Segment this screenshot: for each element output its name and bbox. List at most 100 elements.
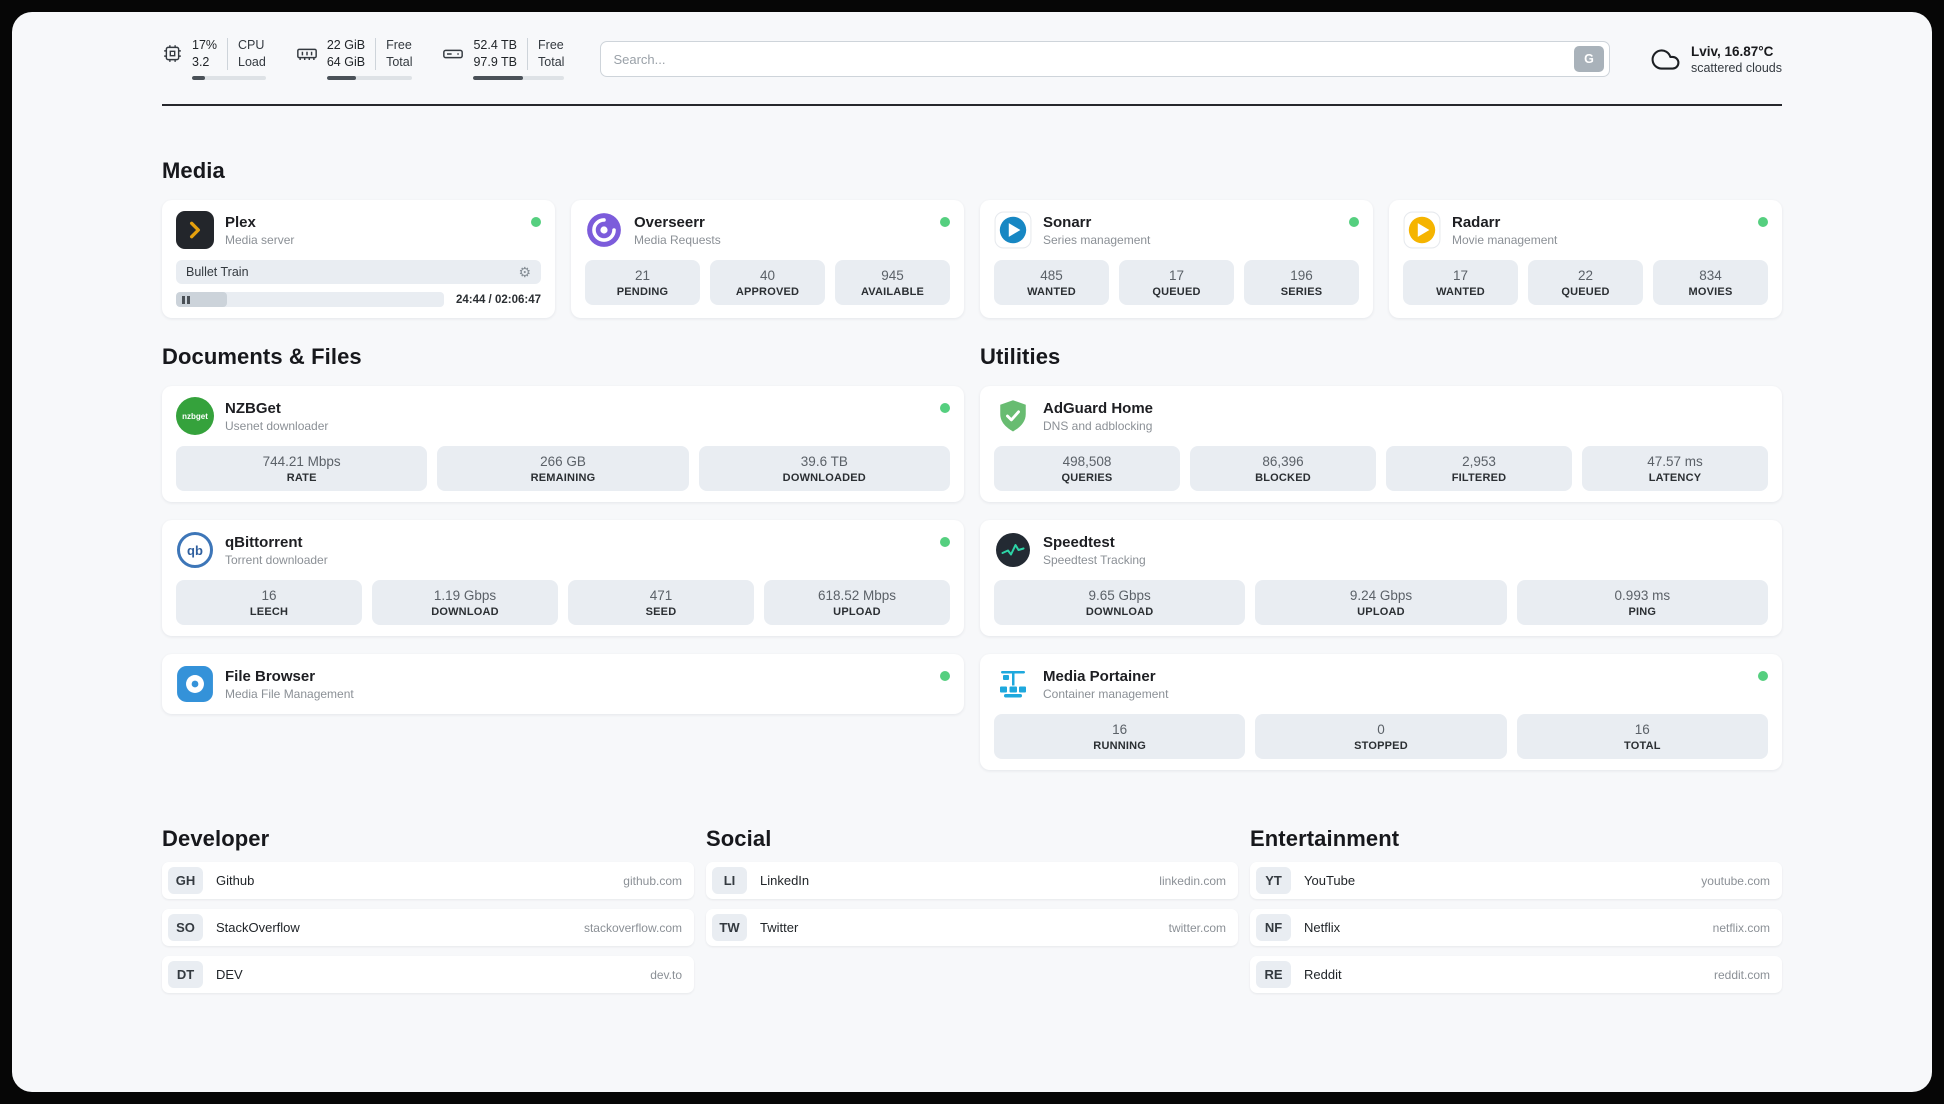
stat-label: QUEUED <box>1152 286 1201 299</box>
bookmark-url: youtube.com <box>1701 873 1770 888</box>
sonarr-icon <box>994 211 1032 249</box>
stat-box: 21 PENDING <box>585 260 700 306</box>
cpu-progress-bar <box>192 76 266 81</box>
app-card-qbittorrent[interactable]: qb qBittorrent Torrent downloader 16 LEE… <box>162 520 964 637</box>
search-engine-button[interactable]: G <box>1573 46 1604 73</box>
stat-label: FILTERED <box>1451 472 1507 485</box>
disk-free-value: 52.4 TB <box>473 38 518 52</box>
hard-drive-icon <box>442 43 464 65</box>
stat-label: BLOCKED <box>1255 472 1311 485</box>
weather-widget: Lviv, 16.87°C scattered clouds <box>1650 44 1782 75</box>
stat-label: WANTED <box>1436 286 1485 299</box>
status-dot <box>940 403 950 414</box>
section-title-developer: Developer <box>162 826 270 852</box>
bookmark-abbr: RE <box>1256 961 1291 989</box>
weather-condition: scattered clouds <box>1690 60 1782 75</box>
bookmark-stackoverflow[interactable]: SO StackOverflow stackoverflow.com <box>162 909 694 947</box>
disk-progress-bar <box>473 76 565 81</box>
cpu-icon <box>162 43 183 64</box>
status-dot <box>1349 217 1359 228</box>
stat-box: 471 SEED <box>568 580 754 626</box>
section-title-social: Social <box>706 826 772 852</box>
app-card-nzbget[interactable]: nzbget NZBGet Usenet downloader 744.21 M… <box>162 386 964 503</box>
now-playing-bar: Bullet Train ⚙ <box>176 260 541 285</box>
app-subtitle: Media Requests <box>634 232 721 247</box>
bookmark-abbr: NF <box>1256 914 1291 942</box>
stat-box: 744.21 Mbps RATE <box>176 446 428 492</box>
bookmark-youtube[interactable]: YT YouTube youtube.com <box>1250 862 1782 900</box>
cpu-label-bottom: Load <box>238 54 266 69</box>
app-card-speedtest[interactable]: Speedtest Speedtest Tracking 9.65 Gbps D… <box>980 520 1782 637</box>
pause-button[interactable] <box>182 295 190 304</box>
stat-box: 485 WANTED <box>994 260 1109 306</box>
status-dot <box>940 217 950 228</box>
documents-section: Documents & Files nzbget NZBGet Usenet d… <box>162 344 964 770</box>
stat-value: 266 GB <box>540 454 586 470</box>
app-name: Plex <box>225 213 256 231</box>
bookmark-url: twitter.com <box>1168 920 1226 935</box>
stat-box: 0.993 ms PING <box>1516 580 1768 626</box>
stat-label: REMAINING <box>530 472 596 485</box>
stat-label: AVAILABLE <box>860 286 925 299</box>
app-card-sonarr[interactable]: Sonarr Series management 485 WANTED 17 Q… <box>980 200 1373 319</box>
stat-value: 0.993 ms <box>1614 588 1671 604</box>
stat-label: APPROVED <box>735 286 800 299</box>
bookmark-name: Reddit <box>1304 967 1342 983</box>
playback-time: 24:44 / 02:06:47 <box>455 293 541 306</box>
disk-total-value: 97.9 TB <box>473 54 518 69</box>
app-name: Speedtest <box>1043 533 1115 551</box>
status-dot <box>531 217 541 228</box>
stat-box: 40 APPROVED <box>710 260 825 306</box>
app-subtitle: Series management <box>1043 232 1151 247</box>
ram-progress-bar <box>326 76 413 81</box>
app-card-filebrowser[interactable]: File Browser Media File Management <box>162 654 964 715</box>
stat-label: DOWNLOAD <box>431 606 499 619</box>
stat-box: 39.6 TB DOWNLOADED <box>698 446 950 492</box>
header-divider <box>162 104 1782 107</box>
app-card-portainer[interactable]: Media Portainer Container management 16 … <box>980 654 1782 771</box>
stat-value: 1.19 Gbps <box>433 588 497 604</box>
top-bar: 17% 3.2 CPU Load <box>162 38 1782 81</box>
bookmark-group-social: Social LI LinkedIn linkedin.com TW Twitt… <box>706 826 1238 947</box>
stat-value: 47.57 ms <box>1647 454 1703 470</box>
bookmark-name: YouTube <box>1304 873 1356 889</box>
stat-box: 618.52 Mbps UPLOAD <box>764 580 950 626</box>
stat-box: 47.57 ms LATENCY <box>1582 446 1768 492</box>
stat-label: DOWNLOADED <box>782 472 866 485</box>
search-input[interactable] <box>613 51 1574 67</box>
stat-value: 196 <box>1290 268 1313 284</box>
gear-icon[interactable]: ⚙ <box>518 264 531 281</box>
bookmark-dev[interactable]: DT DEV dev.to <box>162 956 694 994</box>
app-card-adguard[interactable]: AdGuard Home DNS and adblocking 498,508 … <box>980 386 1782 503</box>
stat-label: QUERIES <box>1061 472 1113 485</box>
app-card-overseerr[interactable]: Overseerr Media Requests 21 PENDING 40 A… <box>571 200 964 319</box>
bookmark-linkedin[interactable]: LI LinkedIn linkedin.com <box>706 862 1238 900</box>
stat-box: 16 TOTAL <box>1516 714 1768 760</box>
bookmark-github[interactable]: GH Github github.com <box>162 862 694 900</box>
stat-value: 17 <box>1168 268 1185 284</box>
stat-label: QUEUED <box>1561 286 1610 299</box>
disk-widget: 52.4 TB 97.9 TB Free Total <box>442 38 565 81</box>
app-card-radarr[interactable]: Radarr Movie management 17 WANTED 22 QUE… <box>1389 200 1782 319</box>
app-subtitle: Media server <box>225 232 295 247</box>
app-card-plex[interactable]: Plex Media server Bullet Train ⚙ 24:44 /… <box>162 200 555 319</box>
stat-value: 17 <box>1452 268 1469 284</box>
bookmark-reddit[interactable]: RE Reddit reddit.com <box>1250 956 1782 994</box>
app-name: File Browser <box>225 667 316 685</box>
radarr-icon <box>1403 211 1441 249</box>
stat-box: 9.65 Gbps DOWNLOAD <box>994 580 1246 626</box>
bookmark-group-developer: Developer GH Github github.com SO StackO… <box>162 826 694 994</box>
bookmark-twitter[interactable]: TW Twitter twitter.com <box>706 909 1238 947</box>
stat-value: 471 <box>649 588 673 604</box>
stat-value: 9.24 Gbps <box>1349 588 1413 604</box>
app-subtitle: Movie management <box>1452 232 1558 247</box>
stat-box: 22 QUEUED <box>1528 260 1643 306</box>
stat-box: 1.19 Gbps DOWNLOAD <box>372 580 558 626</box>
playback-progress-bar[interactable] <box>176 292 444 308</box>
bookmark-netflix[interactable]: NF Netflix netflix.com <box>1250 909 1782 947</box>
stat-value: 21 <box>634 268 651 284</box>
bookmark-abbr: SO <box>168 914 203 942</box>
stat-label: LEECH <box>249 606 289 619</box>
stat-value: 40 <box>759 268 776 284</box>
stat-box: 196 SERIES <box>1244 260 1359 306</box>
